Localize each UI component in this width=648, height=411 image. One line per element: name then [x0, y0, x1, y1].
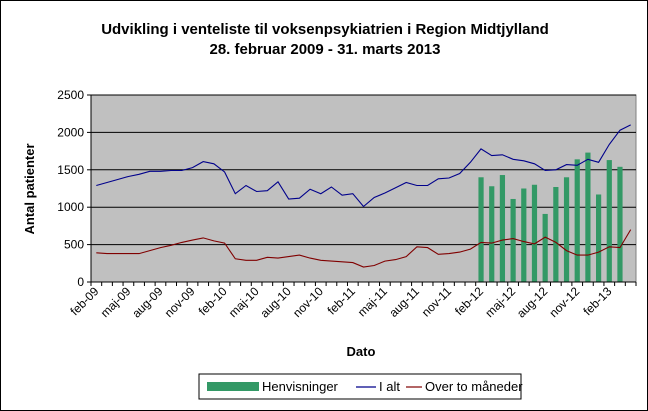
x-tick-label: aug-09	[129, 284, 166, 321]
y-axis-label: Antal patienter	[22, 143, 37, 234]
x-tick-label: maj-09	[98, 284, 134, 320]
x-tick-label: aug-10	[257, 284, 294, 321]
x-tick-label: feb-10	[196, 284, 230, 318]
chart-subtitle: 28. februar 2009 - 31. marts 2013	[210, 41, 441, 58]
bar-henvisninger	[574, 159, 580, 282]
x-tick-label: feb-09	[67, 284, 101, 318]
x-tick-label: feb-13	[580, 284, 614, 318]
legend-label-henvisninger: Henvisninger	[262, 379, 339, 394]
y-tick-label: 0	[77, 275, 84, 289]
bar-henvisninger	[563, 177, 570, 282]
x-tick-label: nov-11	[419, 284, 454, 319]
y-tick-label: 1500	[57, 163, 84, 177]
x-tick-label: aug-11	[386, 284, 422, 320]
x-tick-label: maj-12	[482, 284, 518, 320]
legend-label-over-to-maneder: Over to måneder	[425, 379, 523, 394]
line-i-alt	[96, 124, 631, 208]
x-tick-label: maj-10	[226, 284, 262, 320]
x-tick-label: aug-12	[514, 284, 551, 321]
x-tick-label: nov-09	[162, 284, 198, 320]
line-over-to-maneder	[96, 229, 632, 268]
chart-title: Udvikling i venteliste til voksenpsykiat…	[101, 21, 549, 38]
bar-henvisninger	[606, 160, 612, 282]
x-axis-label: Dato	[347, 344, 376, 359]
legend-swatch-henvisninger	[207, 382, 259, 391]
x-tick-label: nov-12	[546, 284, 582, 320]
bar-henvisninger	[478, 177, 484, 282]
bar-henvisninger	[617, 166, 623, 282]
x-tick-label: feb-12	[452, 284, 486, 318]
bar-henvisninger	[531, 184, 538, 282]
bar-henvisninger	[521, 188, 527, 282]
y-tick-label: 2500	[57, 88, 84, 102]
x-tick-label: nov-10	[290, 284, 326, 320]
bar-henvisninger	[553, 187, 559, 282]
y-tick-label: 500	[64, 238, 84, 252]
y-tick-label: 1000	[57, 200, 84, 214]
x-tick-label: maj-11	[355, 284, 390, 319]
bar-henvisninger	[489, 186, 495, 282]
x-tick-label: feb-11	[325, 284, 359, 318]
legend: Henvisninger I alt Over to måneder	[198, 373, 523, 400]
bar-henvisninger	[585, 152, 591, 282]
bar-henvisninger	[595, 194, 602, 282]
bar-henvisninger	[510, 198, 516, 282]
legend-label-i-alt: I alt	[379, 379, 400, 394]
bar-henvisninger	[542, 213, 548, 282]
y-tick-label: 2000	[57, 125, 84, 139]
bar-henvisninger	[499, 175, 506, 282]
